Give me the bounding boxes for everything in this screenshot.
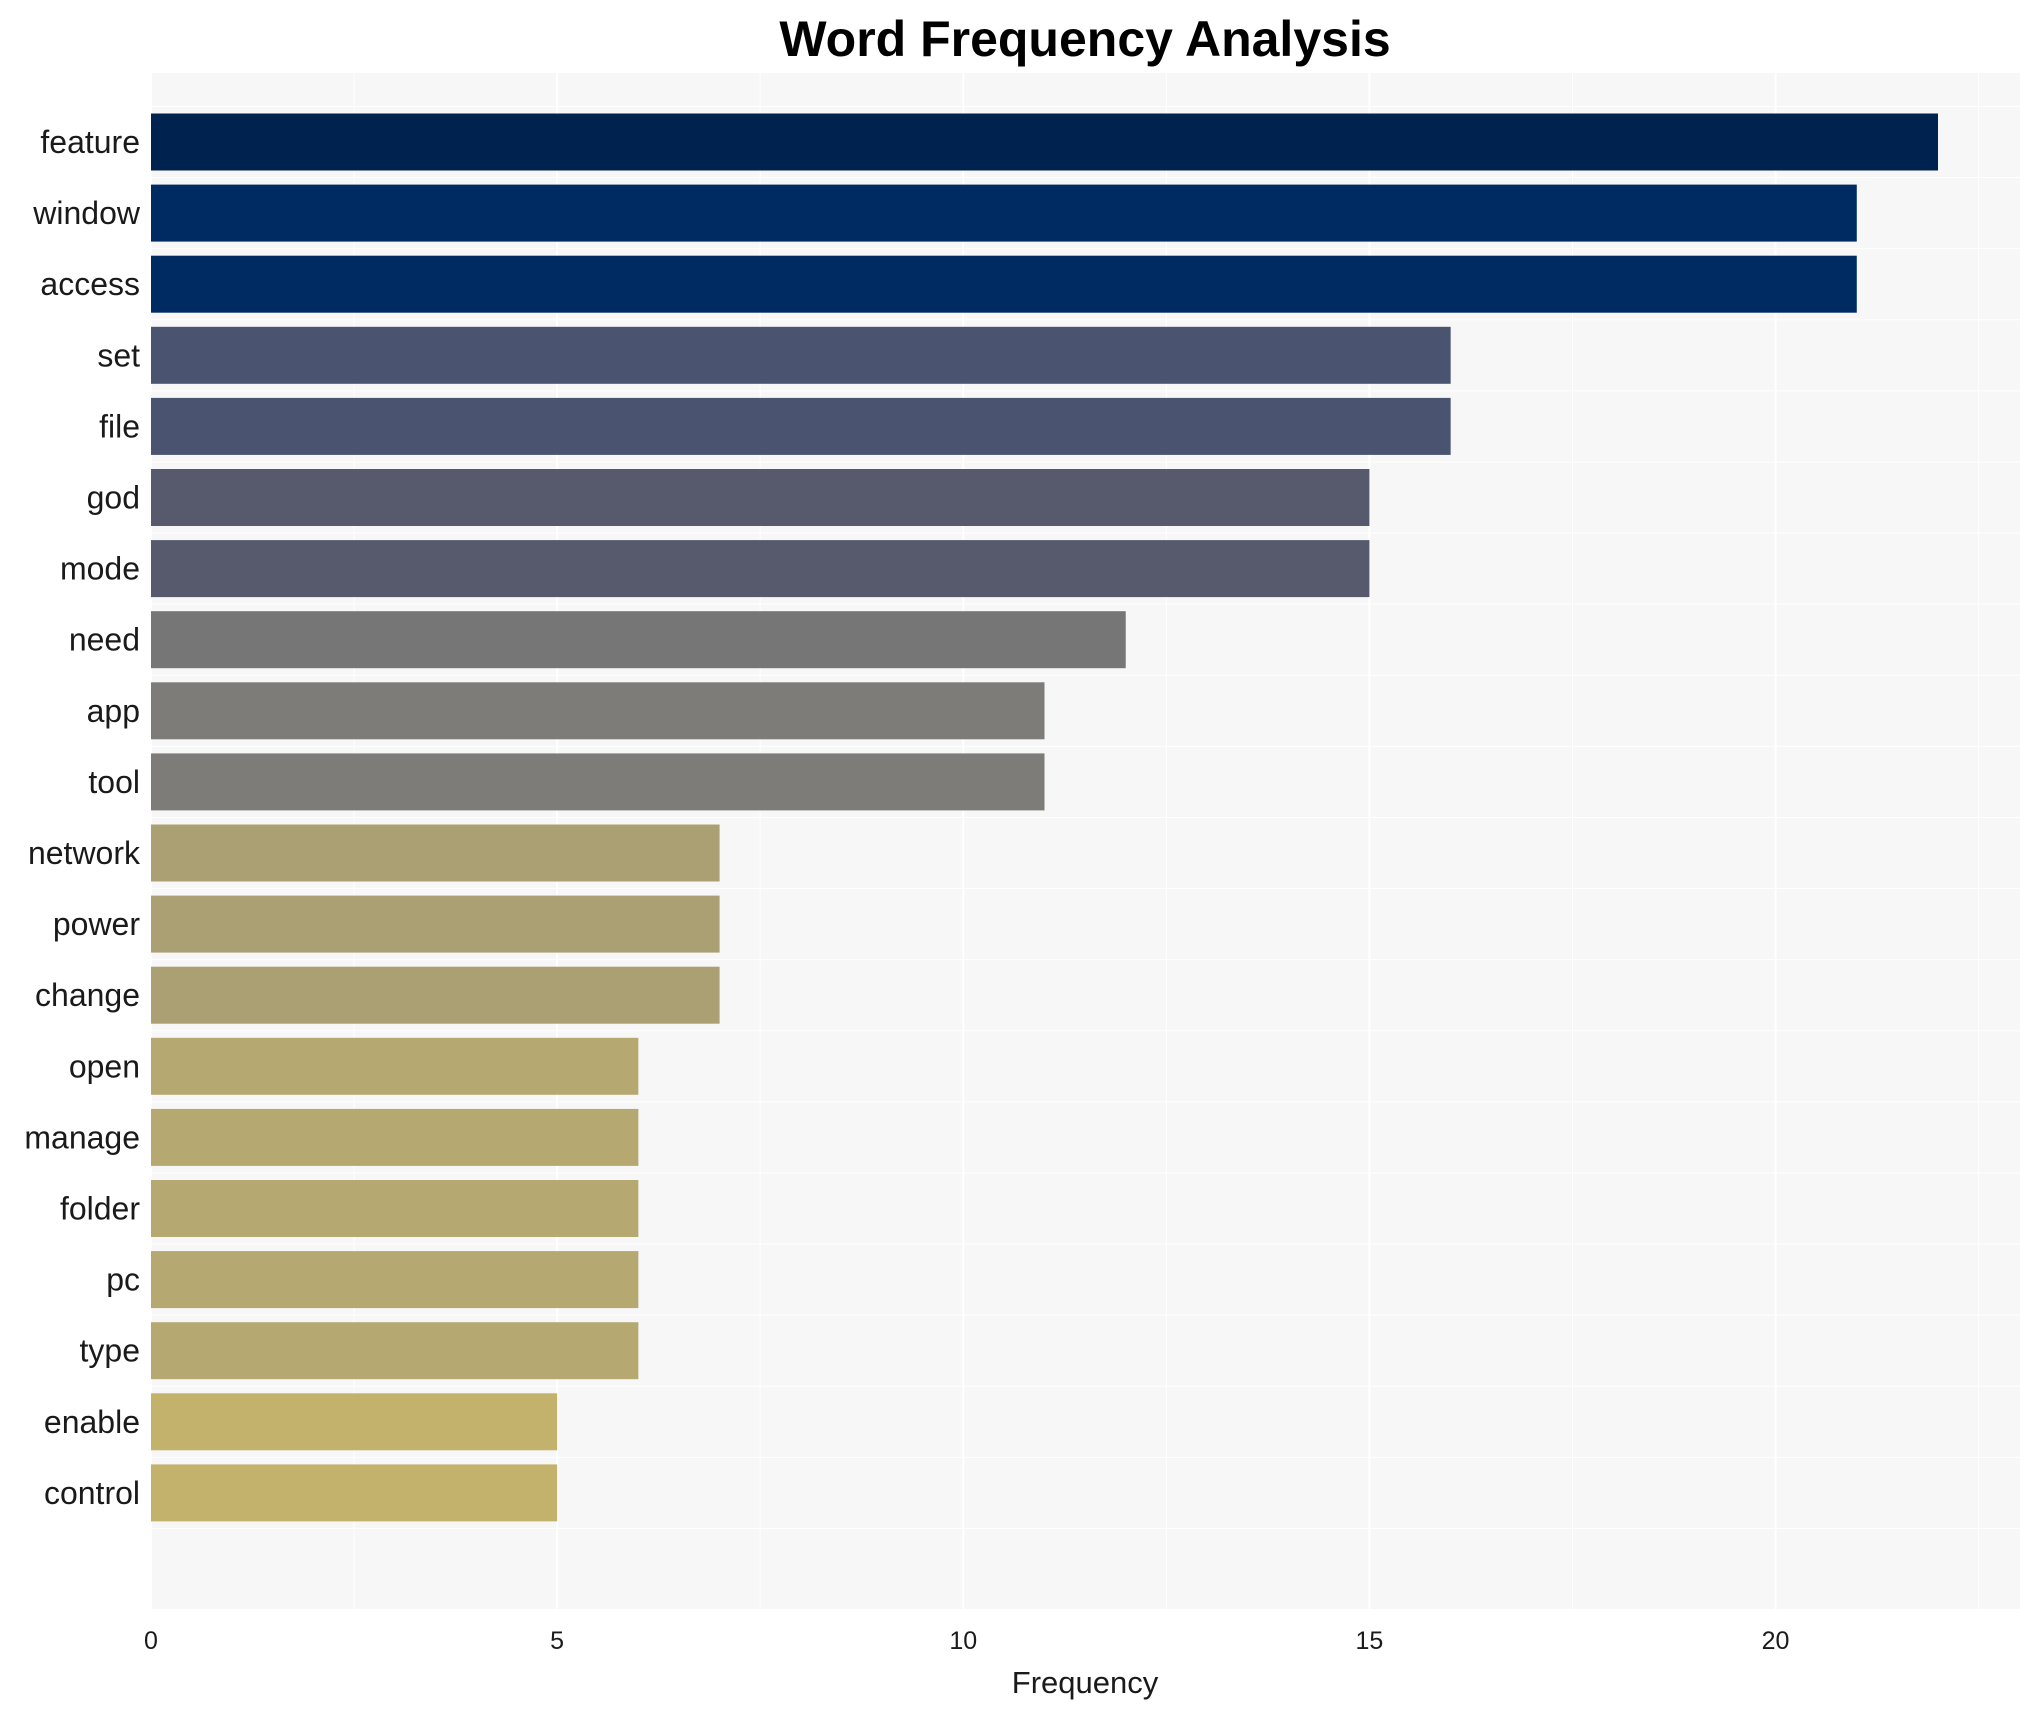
category-label-open: open [69,1048,140,1084]
bar-window [151,184,1857,242]
bar-open [151,1037,639,1095]
category-label-network: network [28,835,141,871]
bar-enable [151,1393,558,1451]
x-tick-label: 20 [1762,1627,1790,1655]
category-label-feature: feature [40,124,140,160]
category-label-mode: mode [60,551,140,587]
bar-type [151,1322,639,1380]
category-label-power: power [53,906,141,942]
x-tick-label: 5 [550,1627,564,1655]
bar-network [151,824,720,882]
bar-god [151,469,1370,526]
bar-file [151,397,1451,455]
category-label-folder: folder [60,1191,140,1227]
category-label-enable: enable [44,1404,140,1440]
category-label-file: file [99,408,140,444]
bar-feature [151,113,1938,171]
x-tick-label: 0 [144,1627,158,1655]
x-tick-label: 15 [1356,1627,1384,1655]
category-label-tool: tool [88,764,140,800]
category-label-need: need [69,622,140,658]
bar-set [151,326,1451,384]
bars [151,113,1938,1522]
bar-need [151,611,1126,669]
category-label-window: window [32,195,141,231]
chart-title: Word Frequency Analysis [779,11,1390,67]
category-label-set: set [97,337,140,373]
bar-access [151,255,1857,313]
category-label-type: type [80,1333,140,1369]
category-label-control: control [44,1475,140,1511]
bar-manage [151,1108,639,1166]
x-axis-label: Frequency [1012,1665,1159,1700]
bar-folder [151,1180,639,1237]
category-label-god: god [87,480,140,516]
x-tick-label: 10 [949,1627,977,1655]
x-tick-labels: 0 5 10 15 20 [144,1627,1789,1655]
category-label-access: access [40,266,140,302]
category-label-change: change [35,977,140,1013]
category-label-manage: manage [24,1119,140,1155]
bar-power [151,895,720,953]
category-labels: feature window access set file god mode need app… [24,124,141,1511]
category-label-app: app [87,693,140,729]
bar-control [151,1464,558,1522]
bar-pc [151,1251,639,1309]
bar-app [151,682,1045,740]
category-label-pc: pc [106,1262,140,1298]
bar-mode [151,540,1370,598]
bar-tool [151,753,1045,811]
bar-change [151,966,720,1024]
